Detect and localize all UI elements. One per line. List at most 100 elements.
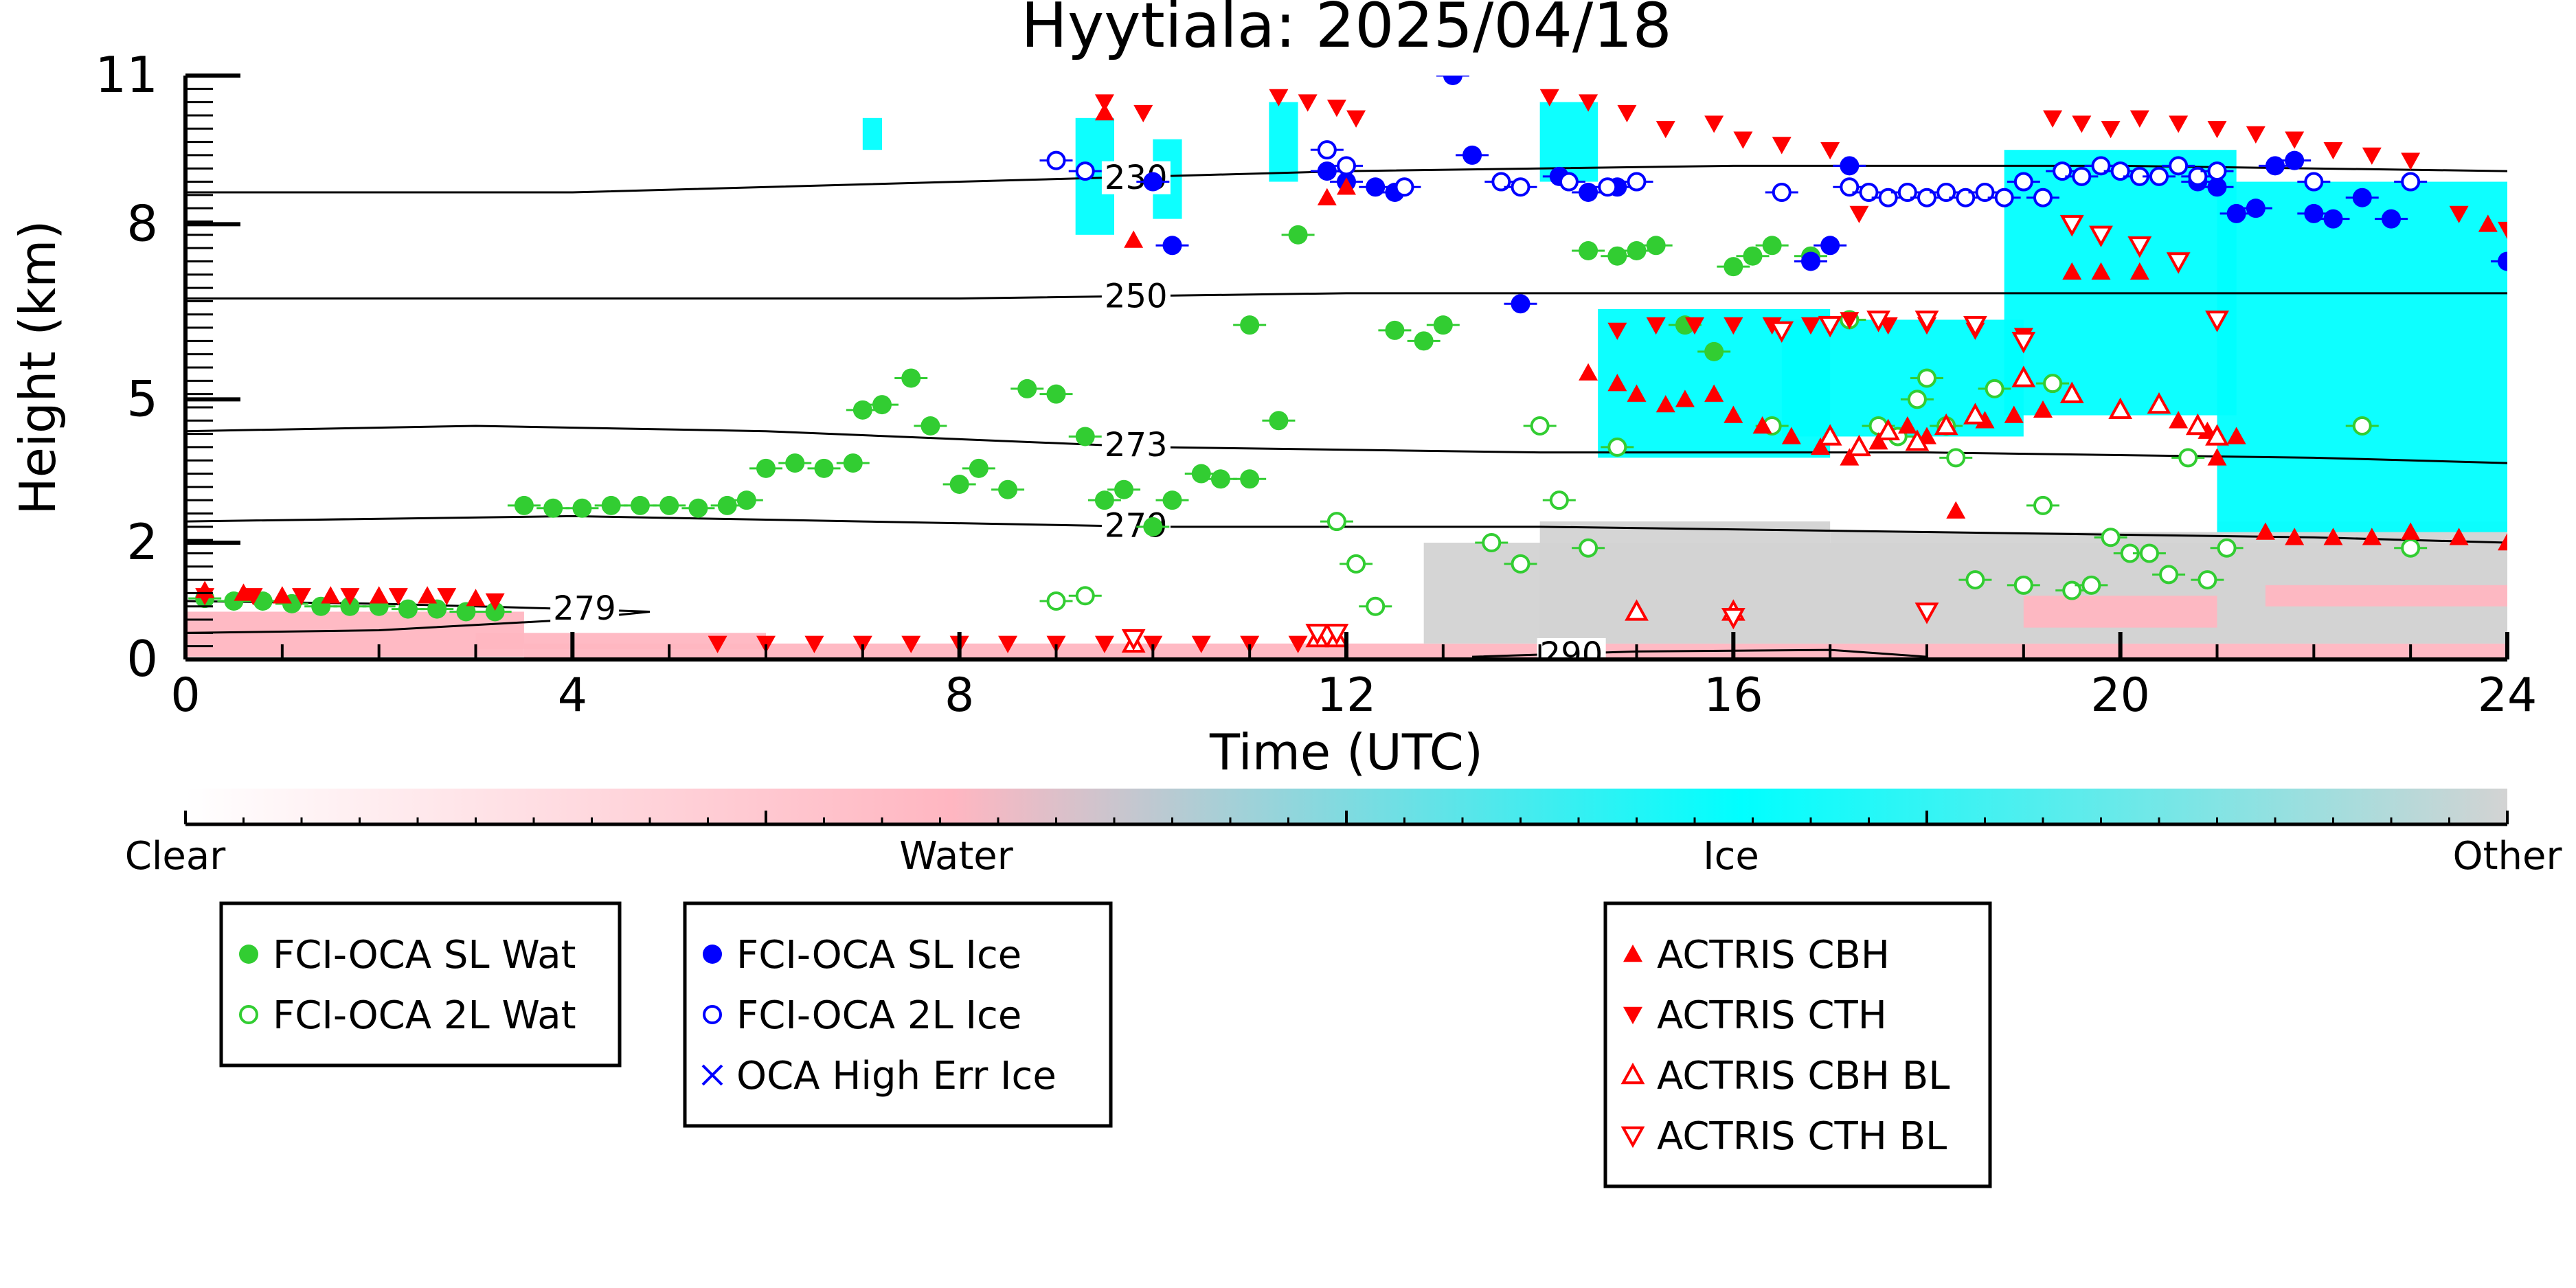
point-actris-cbh (1897, 416, 1917, 434)
point-fci-oca-sl-wat (920, 416, 940, 436)
point-actris-cth (1326, 100, 1346, 117)
point-fci-oca-sl-wat (969, 458, 988, 478)
point-actris-cbh (1579, 363, 1598, 381)
point-fci-oca-2l-ice (1598, 177, 1618, 197)
point-actris-cth (1840, 312, 1860, 330)
point-fci-oca-sl-wat (1433, 315, 1453, 335)
point-fci-oca-sl-wat (1210, 469, 1230, 489)
x-tick-label: 0 (170, 668, 200, 723)
point-actris-cth (1298, 94, 1318, 112)
point-fci-oca-2l-ice (1975, 183, 1995, 202)
point-actris-cth (1820, 142, 1840, 160)
point-fci-oca-sl-wat (1704, 341, 1724, 361)
contour-line (185, 515, 2507, 544)
point-fci-oca-sl-wat (872, 395, 892, 415)
point-fci-oca-2l-ice (1878, 188, 1898, 207)
x-tick-label: 24 (2478, 668, 2538, 723)
contour-line (185, 292, 2507, 300)
point-actris-cth (708, 635, 727, 653)
point-fci-oca-2l-wat (1917, 368, 1936, 388)
point-fci-oca-sl-wat (736, 490, 756, 510)
point-actris-cth (1772, 137, 1792, 155)
point-fci-oca-sl-wat (814, 458, 834, 478)
x-tick-label: 16 (1704, 668, 1763, 723)
point-fci-oca-2l-ice (2033, 188, 2053, 207)
point-fci-oca-sl-wat (543, 498, 563, 518)
point-actris-cbh-bl (2108, 397, 2133, 420)
point-fci-oca-sl-ice (1579, 183, 1598, 202)
point-fci-oca-sl-ice (1511, 294, 1530, 314)
point-actris-cth (1094, 635, 1114, 653)
point-fci-oca-sl-ice (1443, 76, 1462, 85)
point-actris-cth (804, 635, 824, 653)
point-fci-oca-sl-wat (1607, 246, 1627, 266)
point-fci-oca-sl-ice (2382, 209, 2401, 229)
marker-stroke (701, 1064, 723, 1086)
legend-box (683, 901, 1113, 1128)
point-actris-cth (1733, 131, 1753, 149)
y-tick-label: 0 (126, 630, 158, 688)
point-fci-oca-sl-ice (1162, 236, 1182, 256)
point-fci-oca-sl-ice (2207, 177, 2227, 197)
classification-region (475, 633, 766, 649)
contour-label-bg (550, 591, 620, 625)
point-fci-oca-sl-wat (1724, 257, 1743, 277)
point-fci-oca-sl-ice (1801, 251, 1820, 271)
point-actris-cbh-bl (2011, 365, 2036, 387)
point-actris-cth-bl (1963, 315, 1987, 338)
legend-marker (701, 1064, 723, 1086)
point-actris-cbh-bl (1625, 599, 1649, 621)
point-fci-oca-sl-wat (427, 599, 447, 619)
point-actris-cbh (2033, 400, 2053, 418)
point-actris-cth-bl (2166, 252, 2191, 274)
point-actris-cth (1801, 317, 1820, 335)
legend-box (1603, 901, 1992, 1188)
axes: 0 4 8 12 16 20 24 0 2 5 8 11 (95, 46, 2537, 723)
legend-label: ACTRIS CTH (1657, 993, 1887, 1038)
point-fci-oca-sl-wat (1646, 236, 1666, 256)
point-actris-cth-bl (1721, 607, 1745, 630)
point-fci-oca-sl-wat (717, 495, 737, 515)
point-fci-oca-sl-wat (659, 495, 679, 515)
legend-label: FCI-OCA SL Ice (736, 933, 1021, 978)
x-tick-label: 20 (2090, 668, 2150, 723)
point-fci-oca-sl-wat (630, 495, 650, 515)
point-fci-oca-sl-wat (785, 453, 805, 473)
point-fci-oca-sl-ice (1462, 145, 1482, 165)
point-actris-cth-bl (1324, 624, 1349, 646)
point-actris-cth (292, 588, 311, 606)
point-fci-oca-2l-ice (1772, 183, 1792, 202)
point-actris-cth (2129, 110, 2149, 128)
point-fci-oca-2l-wat (1946, 448, 1966, 468)
point-fci-oca-2l-ice (1491, 172, 1511, 192)
contour-line (185, 425, 2507, 464)
point-fci-oca-sl-wat (456, 602, 476, 622)
point-actris-cth (2498, 221, 2507, 240)
contour-label: 250 (1105, 278, 1168, 316)
point-actris-cbh (2129, 262, 2149, 280)
point-actris-cbh-bl (2185, 413, 2210, 436)
point-fci-oca-2l-wat (2197, 570, 2217, 590)
legend-label: ACTRIS CBH BL (1657, 1054, 1950, 1098)
point-fci-oca-2l-ice (2401, 172, 2421, 192)
point-fci-oca-2l-ice (2053, 161, 2072, 181)
point-fci-oca-2l-ice (1317, 140, 1337, 160)
classification-region (2265, 585, 2507, 607)
point-fci-oca-2l-wat (1046, 591, 1066, 611)
point-actris-cth (2285, 131, 2305, 149)
point-actris-cbh-bl (2205, 424, 2229, 446)
point-actris-cbh (2004, 405, 2024, 423)
point-fci-oca-2l-ice (2169, 156, 2189, 176)
point-fci-oca-2l-wat (2178, 448, 2198, 468)
point-fci-oca-sl-ice (2285, 150, 2305, 170)
point-actris-cth-bl (1121, 629, 1146, 651)
point-fci-oca-2l-ice (2188, 166, 2208, 186)
y-axis-label: Height (km) (9, 221, 67, 515)
point-actris-cth-bl (2205, 310, 2229, 332)
point-actris-cth (1849, 205, 1869, 223)
point-fci-oca-2l-wat (2401, 538, 2421, 558)
point-actris-cth-bl (2089, 225, 2113, 247)
x-tick-label: 12 (1317, 668, 1377, 723)
legend-marker (1623, 945, 1642, 962)
point-fci-oca-sl-wat (1269, 411, 1289, 431)
